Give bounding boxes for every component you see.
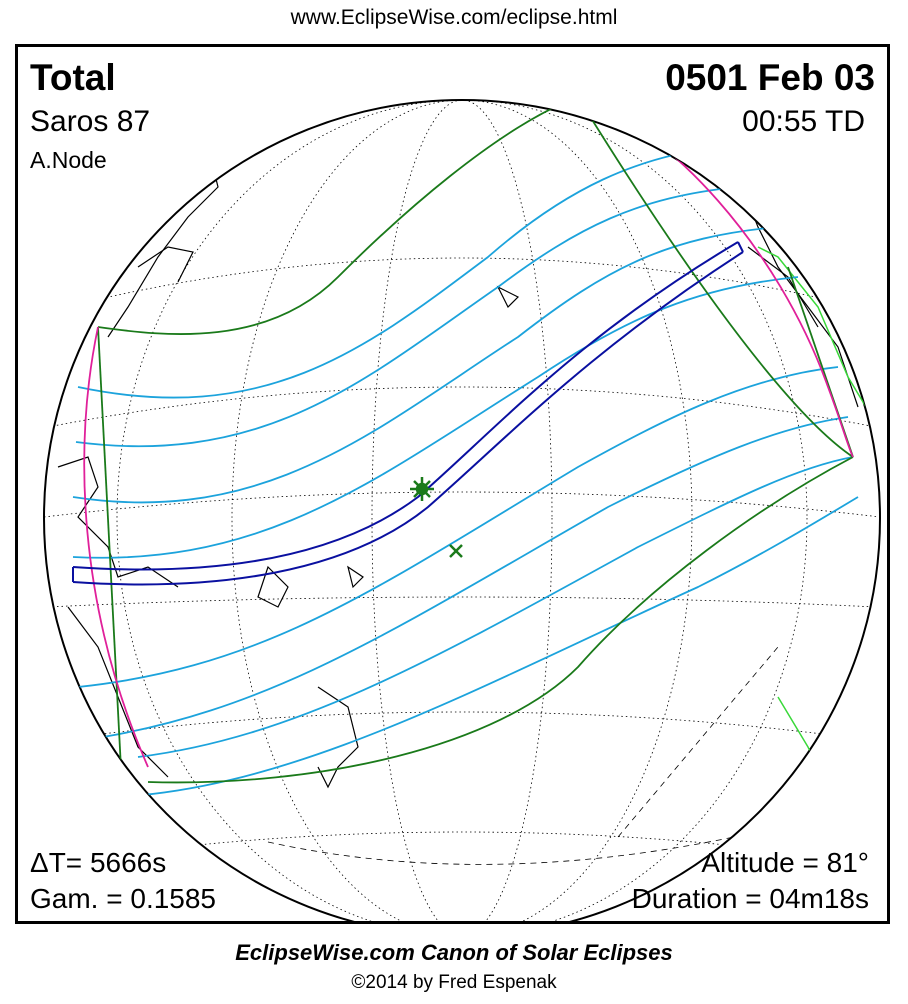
copyright: ©2014 by Fred Espenak <box>351 972 557 993</box>
canon-title: EclipseWise.com Canon of Solar Eclipses <box>235 940 673 965</box>
source-url: www.EclipseWise.com/eclipse.html <box>290 6 618 29</box>
lunar-node: A.Node <box>30 147 107 173</box>
greatest-eclipse-star-marker <box>410 477 434 501</box>
gamma: Gam. = 0.1585 <box>30 883 217 914</box>
hourly-lines <box>72 146 859 798</box>
saros-number: Saros 87 <box>30 105 151 138</box>
eclipse-type: Total <box>30 57 116 98</box>
eclipse-date: 0501 Feb 03 <box>665 57 875 98</box>
globe-outline <box>43 99 881 921</box>
penumbral-limits <box>97 100 854 808</box>
map-frame: Total 0501 Feb 03 Saros 87 00:55 TD A.No… <box>15 44 890 924</box>
sun-altitude: Altitude = 81° <box>701 847 869 878</box>
eclipse-globe-map <box>43 99 881 921</box>
eclipse-time: 00:55 TD <box>742 105 865 138</box>
totality-duration: Duration = 04m18s <box>631 883 869 914</box>
terminator-line <box>267 816 819 865</box>
totality-path <box>72 241 744 586</box>
sub-solar-x-marker <box>449 544 463 558</box>
delta-t: ΔT= 5666s <box>30 847 167 878</box>
